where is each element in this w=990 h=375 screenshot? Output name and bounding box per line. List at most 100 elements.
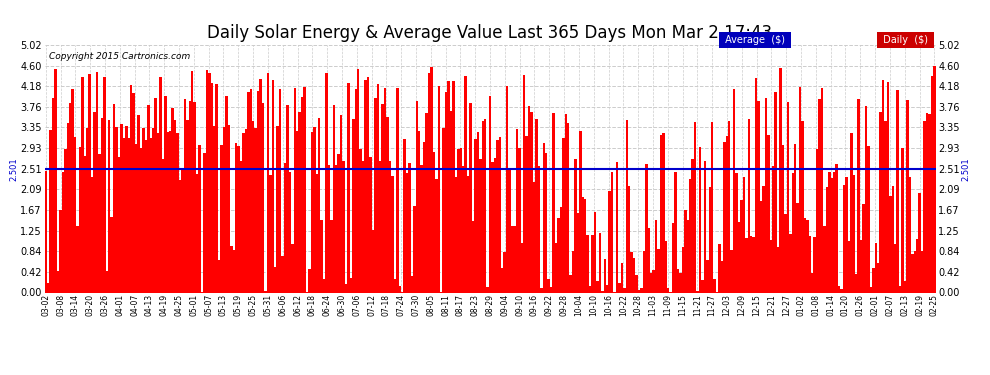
Bar: [406, 172, 408, 292]
Bar: [516, 129, 518, 292]
Bar: [889, 196, 892, 292]
Bar: [531, 112, 533, 292]
Bar: [821, 88, 824, 292]
Bar: [609, 191, 611, 292]
Bar: [145, 140, 148, 292]
Bar: [721, 261, 723, 292]
Bar: [562, 138, 564, 292]
Bar: [421, 165, 423, 292]
Bar: [311, 132, 313, 292]
Bar: [69, 103, 71, 292]
Bar: [892, 186, 894, 292]
Bar: [74, 136, 76, 292]
Bar: [549, 287, 552, 292]
Bar: [638, 290, 641, 292]
Bar: [264, 291, 266, 292]
Bar: [536, 119, 538, 292]
Bar: [701, 280, 704, 292]
Bar: [604, 259, 606, 292]
Bar: [423, 142, 426, 292]
Bar: [379, 161, 381, 292]
Title: Daily Solar Energy & Average Value Last 365 Days Mon Mar 2 17:43: Daily Solar Energy & Average Value Last …: [208, 24, 772, 42]
Bar: [113, 104, 116, 292]
Bar: [559, 207, 562, 292]
Bar: [872, 268, 874, 292]
Bar: [233, 250, 235, 292]
Bar: [286, 105, 289, 292]
Bar: [174, 120, 176, 292]
Bar: [554, 243, 557, 292]
Bar: [906, 100, 909, 292]
Bar: [362, 160, 364, 292]
Bar: [366, 76, 369, 292]
Bar: [457, 149, 459, 292]
Bar: [269, 175, 271, 292]
Bar: [538, 166, 541, 292]
Text: Daily  ($): Daily ($): [880, 35, 931, 45]
Bar: [335, 165, 338, 292]
Bar: [130, 85, 133, 292]
Bar: [171, 108, 174, 292]
Bar: [138, 115, 140, 292]
Bar: [81, 76, 83, 292]
Bar: [641, 288, 643, 292]
Bar: [764, 98, 767, 292]
Bar: [694, 122, 696, 292]
Bar: [330, 220, 333, 292]
Text: 2.501: 2.501: [961, 158, 970, 181]
Bar: [118, 157, 120, 292]
Bar: [733, 89, 736, 292]
Bar: [289, 172, 291, 292]
Bar: [249, 89, 252, 292]
Bar: [169, 131, 171, 292]
Bar: [679, 273, 682, 292]
Bar: [882, 80, 884, 292]
Bar: [645, 164, 647, 292]
Bar: [179, 180, 181, 292]
Bar: [313, 127, 316, 292]
Bar: [481, 121, 484, 292]
Bar: [719, 244, 721, 292]
Bar: [308, 269, 311, 292]
Bar: [230, 246, 233, 292]
Bar: [279, 89, 281, 292]
Bar: [682, 247, 684, 292]
Bar: [326, 73, 328, 292]
Bar: [887, 82, 889, 292]
Bar: [303, 87, 306, 292]
Bar: [266, 73, 269, 292]
Bar: [47, 283, 50, 292]
Bar: [133, 93, 135, 292]
Bar: [148, 105, 149, 292]
Bar: [855, 273, 857, 292]
Bar: [704, 161, 706, 292]
Bar: [736, 172, 738, 292]
Bar: [829, 172, 831, 292]
Bar: [386, 117, 389, 292]
Bar: [357, 69, 359, 292]
Bar: [274, 267, 276, 292]
Bar: [914, 251, 916, 292]
Bar: [877, 263, 879, 292]
Bar: [86, 129, 88, 292]
Bar: [225, 96, 228, 292]
Bar: [747, 119, 750, 292]
Bar: [88, 74, 91, 292]
Bar: [135, 144, 138, 292]
Bar: [672, 223, 674, 292]
Bar: [464, 76, 467, 292]
Bar: [164, 96, 166, 292]
Bar: [723, 142, 726, 292]
Bar: [921, 251, 924, 292]
Bar: [909, 177, 911, 292]
Bar: [454, 177, 457, 292]
Bar: [501, 268, 504, 292]
Bar: [667, 288, 669, 292]
Bar: [706, 260, 709, 292]
Bar: [428, 73, 431, 292]
Bar: [206, 70, 208, 292]
Bar: [474, 139, 476, 292]
Bar: [211, 84, 213, 292]
Bar: [794, 144, 796, 292]
Bar: [572, 251, 574, 292]
